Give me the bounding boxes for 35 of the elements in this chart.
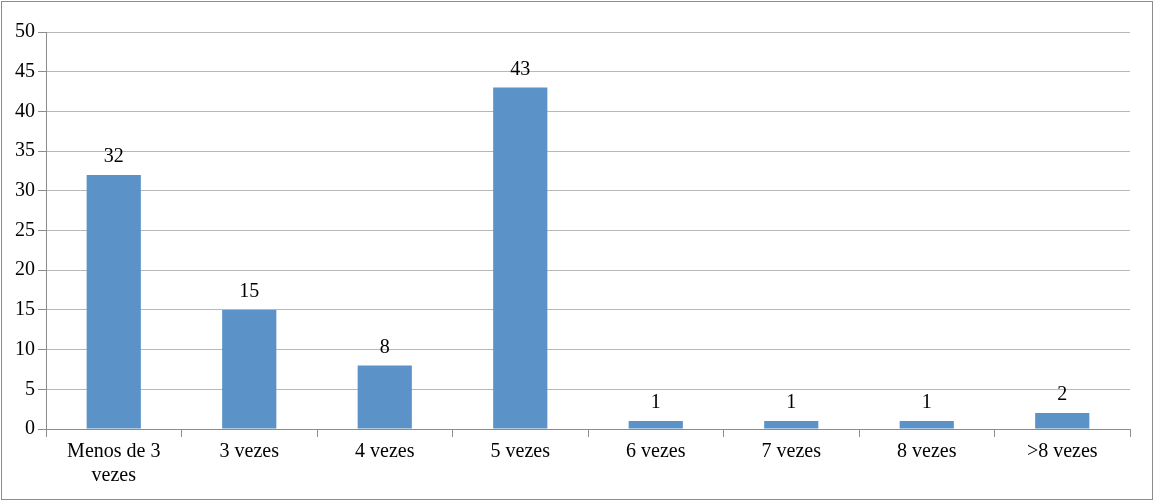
x-tick-label: 5 vezes xyxy=(490,439,551,462)
data-label: 15 xyxy=(239,279,260,302)
x-tick-label: 6 vezes xyxy=(626,439,686,462)
x-tick-label: 7 vezes xyxy=(761,439,822,462)
x-tick-label: 3 vezes xyxy=(219,439,280,462)
x-tick-label: 8 vezes xyxy=(897,439,957,462)
bar xyxy=(493,87,548,429)
y-tick-label: 50 xyxy=(15,19,35,42)
data-label: 43 xyxy=(510,56,531,79)
data-label: 2 xyxy=(1057,382,1068,405)
y-tick-label: 10 xyxy=(15,336,35,359)
x-tick-label: 4 vezes xyxy=(355,439,415,462)
bar xyxy=(357,365,412,429)
y-tick-label: 20 xyxy=(15,257,35,280)
y-tick-label: 35 xyxy=(15,138,35,161)
y-tick-label: 15 xyxy=(15,297,35,320)
y-tick-label: 0 xyxy=(25,416,35,439)
bar xyxy=(899,421,954,429)
data-label: 1 xyxy=(650,390,661,413)
bar xyxy=(628,421,683,429)
data-label: 1 xyxy=(786,390,797,413)
x-tick-label: Menos de 3 vezes xyxy=(67,439,161,486)
x-tick-label: >8 vezes xyxy=(1026,439,1098,462)
y-tick-label: 40 xyxy=(15,98,35,121)
bar xyxy=(1035,413,1090,429)
bar xyxy=(86,174,141,429)
y-tick-label: 25 xyxy=(15,217,35,240)
data-label: 32 xyxy=(103,144,124,167)
y-tick-label: 45 xyxy=(15,58,35,81)
data-label: 8 xyxy=(379,334,390,357)
bar xyxy=(222,309,277,429)
y-tick-label: 5 xyxy=(25,376,35,399)
bar xyxy=(764,421,819,429)
y-tick-label: 30 xyxy=(15,178,35,201)
data-label: 1 xyxy=(921,390,932,413)
